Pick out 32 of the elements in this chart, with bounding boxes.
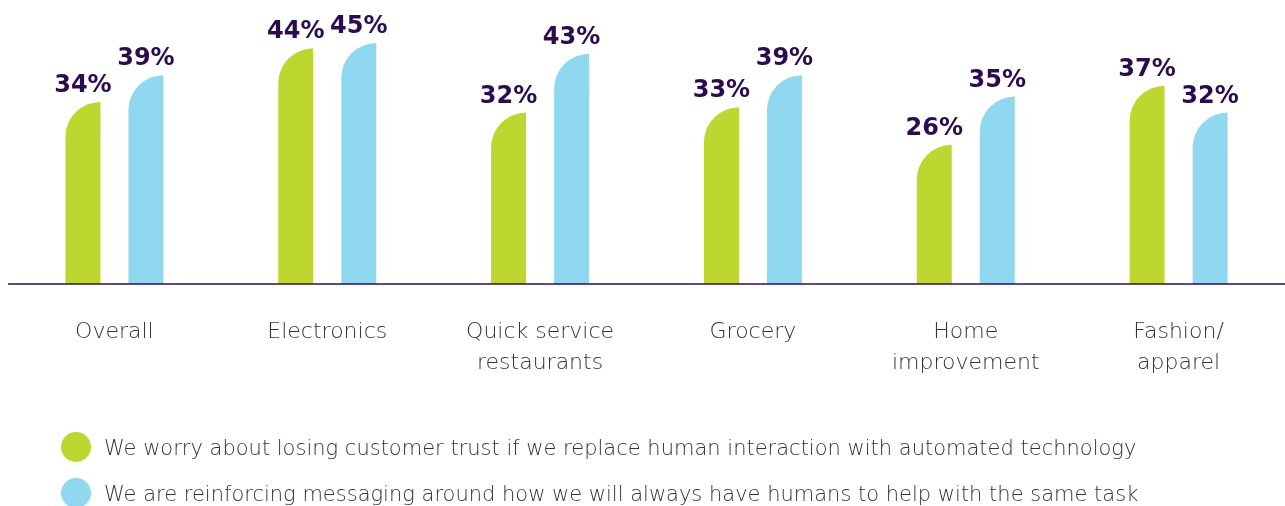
bar xyxy=(341,43,377,284)
bar xyxy=(491,112,527,284)
x-tick-label: Fashion/ apparel xyxy=(1133,318,1225,374)
legend-label: We are reinforcing messaging around how we will always have humans to help with the same task xyxy=(104,482,1139,506)
data-label: 37% xyxy=(1118,53,1176,82)
data-label: 32% xyxy=(1181,80,1239,109)
data-label: 32% xyxy=(479,80,538,109)
bar xyxy=(979,96,1015,284)
data-label: 39% xyxy=(117,43,175,72)
bar xyxy=(65,101,101,284)
bar xyxy=(554,53,590,284)
bar xyxy=(128,75,164,284)
data-label: 26% xyxy=(905,112,963,141)
x-tick-label: Home improvement xyxy=(891,318,1040,374)
bar xyxy=(1129,85,1165,284)
x-tick-label: Electronics xyxy=(267,318,388,343)
bar xyxy=(703,107,739,284)
x-tick-label: Grocery xyxy=(709,318,797,343)
data-label: 44% xyxy=(267,16,325,45)
bar xyxy=(1192,112,1228,284)
data-label: 43% xyxy=(542,21,601,50)
data-label: 33% xyxy=(692,75,751,104)
x-tick-label: Quick service restaurants xyxy=(466,318,615,374)
legend-label: We worry about losing customer trust if we replace human interaction with automated technology xyxy=(104,436,1137,460)
data-label: 35% xyxy=(968,64,1026,93)
data-label: 39% xyxy=(755,43,814,72)
bar xyxy=(278,48,314,284)
data-label: 45% xyxy=(330,11,388,39)
x-tick-label: Overall xyxy=(75,318,154,343)
bar xyxy=(916,144,952,284)
bar xyxy=(766,75,802,284)
data-label: 34% xyxy=(54,69,112,98)
